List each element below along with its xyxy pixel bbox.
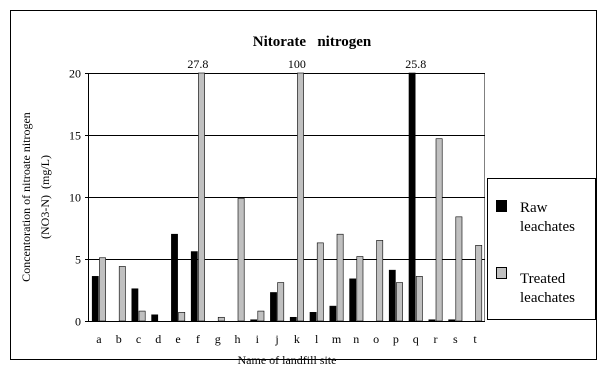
- y-axis-label-line2: (NO3-N) (mg/L): [38, 155, 52, 239]
- legend-label-treated-line1: Treated: [520, 271, 566, 287]
- legend-label-treated-line2: leachates: [520, 290, 575, 306]
- y-tick-label: 20: [69, 67, 81, 81]
- bar-raw-a: [91, 276, 99, 322]
- x-tick-label-p: p: [393, 332, 399, 346]
- bar-treated-t: [475, 245, 483, 322]
- bar-treated-p: [396, 282, 403, 322]
- x-tick-label-n: n: [353, 332, 359, 346]
- x-tick-label-h: h: [235, 332, 241, 346]
- x-tick-label-d: d: [155, 332, 161, 346]
- bar-treated-s: [455, 216, 463, 322]
- x-tick-label-j: j: [274, 332, 278, 346]
- x-tick-label-f: f: [196, 332, 200, 346]
- bar-treated-g: [217, 316, 225, 322]
- bar-raw-r: [428, 319, 436, 322]
- x-tick-label-o: o: [373, 332, 379, 346]
- bar-treated-n: [356, 256, 364, 322]
- x-tick-label-m: m: [332, 332, 342, 346]
- bar-raw-e: [171, 233, 178, 322]
- bar-raw-k: [289, 316, 297, 322]
- bar-treated-c: [138, 310, 146, 322]
- chart-title: Nitorate nitrogen: [253, 34, 372, 50]
- x-axis-label: Name of landfill site: [238, 353, 337, 367]
- bar-treated-l: [316, 242, 324, 322]
- bar-treated-b: [118, 266, 126, 322]
- bar-treated-j: [277, 282, 285, 322]
- overflow-annotations: 27.8 100 25.8: [187, 57, 426, 71]
- legend-label-raw-line2: leachates: [520, 219, 575, 235]
- bar-raw-n: [349, 278, 357, 322]
- bar-treated-q: [415, 276, 423, 322]
- x-tick-label-r: r: [434, 332, 438, 346]
- gridlines: [89, 73, 485, 260]
- bar-treated-h: [237, 197, 245, 322]
- bar-raw-m: [329, 305, 337, 322]
- bar-treated-e: [178, 312, 186, 322]
- bar-treated-o: [376, 240, 384, 322]
- y-tick-label: 5: [75, 253, 81, 267]
- legend: Raw leachates Treated leachates: [487, 178, 596, 320]
- y-axis-ticks: 0 5 10 15 20: [69, 67, 89, 329]
- x-tick-label-b: b: [116, 332, 122, 346]
- legend-swatch-treated: [496, 267, 507, 279]
- bar-raw-d: [151, 314, 159, 322]
- bar-raw-c: [131, 288, 139, 322]
- x-tick-label-t: t: [473, 332, 477, 346]
- legend-swatch-raw: [496, 200, 507, 212]
- bar-raw-i: [250, 319, 258, 322]
- y-axis-label-line1: Concentoration of nitroate nitrogen: [19, 112, 33, 282]
- bar-raw-p: [388, 269, 396, 322]
- y-tick-label: 15: [69, 129, 81, 143]
- bar-treated-k: [297, 72, 304, 322]
- x-tick-label-i: i: [256, 332, 260, 346]
- x-tick-label-q: q: [413, 332, 419, 346]
- bar-treated-f: [198, 72, 205, 322]
- x-tick-label-e: e: [175, 332, 180, 346]
- bar-treated-m: [336, 233, 344, 322]
- legend-label-raw-line1: Raw: [520, 200, 548, 216]
- bar-treated-i: [257, 310, 265, 322]
- overflow-value-label-k: 100: [288, 57, 306, 71]
- x-tick-label-k: k: [294, 332, 300, 346]
- overflow-value-label-q: 25.8: [405, 57, 426, 71]
- x-tick-label-l: l: [315, 332, 319, 346]
- bar-raw-j: [270, 292, 277, 322]
- bar-raw-f: [190, 251, 198, 322]
- x-tick-label-g: g: [215, 332, 221, 346]
- bar-raw-l: [309, 312, 317, 322]
- y-axis-label: Concentoration of nitroate nitrogen (NO3…: [19, 112, 52, 282]
- y-tick-label: 0: [75, 315, 81, 329]
- x-tick-label-s: s: [453, 332, 458, 346]
- x-tick-label-c: c: [136, 332, 141, 346]
- bars: [91, 72, 483, 322]
- y-tick-label: 10: [69, 191, 81, 205]
- bar-raw-s: [448, 319, 456, 322]
- bar-treated-a: [99, 257, 106, 322]
- bar-raw-q: [408, 72, 416, 322]
- x-tick-label-a: a: [96, 332, 102, 346]
- overflow-value-label-f: 27.8: [187, 57, 208, 71]
- bar-treated-r: [435, 138, 443, 322]
